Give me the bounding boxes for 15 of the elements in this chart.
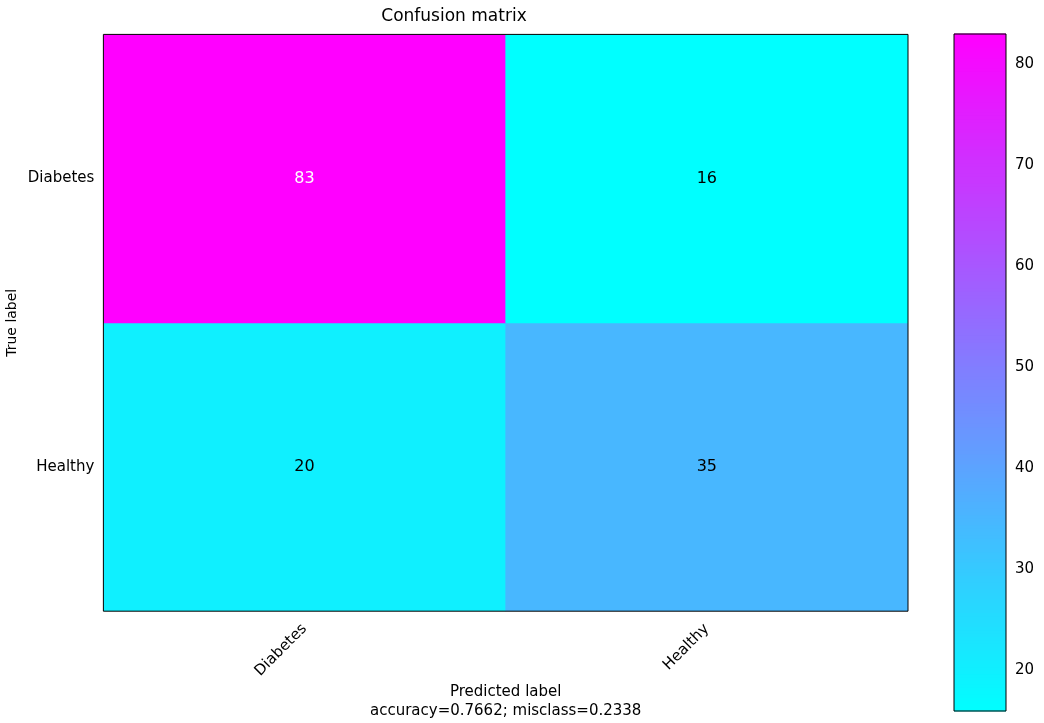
color-bar-label: 60 — [1015, 256, 1035, 275]
chart-title: Confusion matrix — [381, 4, 527, 25]
text: accuracy=0.7662; misclass=0.2338 — [369, 701, 642, 720]
color-bar-label: 70 — [1015, 155, 1035, 174]
data-label: 16 — [696, 167, 718, 187]
color-bar-label: 80 — [1015, 54, 1035, 73]
color-bar-label: 50 — [1015, 357, 1035, 376]
y-axis-title: True label — [3, 288, 20, 358]
data-label: 20 — [294, 456, 315, 476]
data-label: 35 — [696, 456, 718, 476]
data-label: 83 — [294, 167, 315, 187]
color-bar-label: 40 — [1015, 458, 1035, 477]
x-axis-title: Predicted label — [449, 681, 562, 700]
color-bar-label: 20 — [1015, 660, 1035, 679]
color-bar-label: 30 — [1015, 559, 1035, 578]
